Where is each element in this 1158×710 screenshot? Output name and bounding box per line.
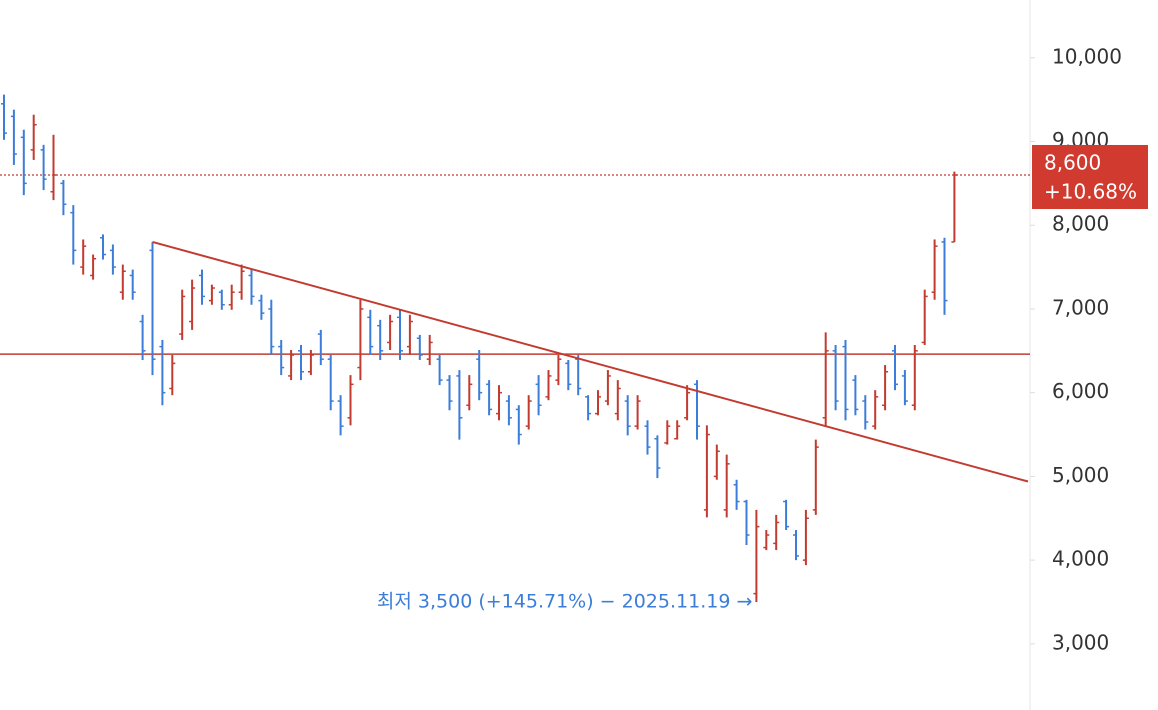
y-tick-label: 6,000 <box>1052 379 1109 403</box>
trend-line <box>152 241 1029 483</box>
price-tag-change: +10.68% <box>1044 179 1137 203</box>
y-tick-label: 3,000 <box>1052 630 1109 654</box>
y-tick-label: 7,000 <box>1052 295 1109 319</box>
price-tag-value: 8,600 <box>1044 150 1101 174</box>
y-tick-label: 5,000 <box>1052 463 1109 487</box>
y-tick-label: 10,000 <box>1052 44 1122 68</box>
y-tick-label: 4,000 <box>1052 547 1109 571</box>
low-annotation: 최저 3,500 (+145.71%) − 2025.11.19 → <box>377 590 752 612</box>
price-tag <box>1032 144 1148 209</box>
y-tick-label: 8,000 <box>1052 212 1109 236</box>
